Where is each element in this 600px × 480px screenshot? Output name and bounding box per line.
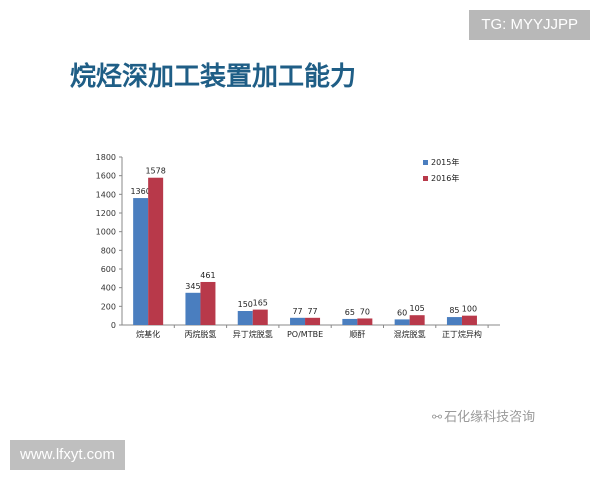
bar-2016 [148,177,164,325]
bar-value-label: 70 [360,307,370,316]
bar-value-label: 65 [345,308,355,317]
x-category-label: 丙烷脱氢 [184,329,216,339]
y-tick-label: 1200 [96,209,116,218]
bar-2016 [357,318,373,325]
bar-2015 [185,292,201,325]
bar-2015 [446,317,462,325]
bar-2015 [237,311,253,325]
legend-swatch [423,176,428,181]
wechat-icon: ⚯ [432,410,443,424]
legend-label: 2016年 [431,173,459,183]
bar-2015 [133,198,149,325]
x-category-label: PO/MTBE [287,330,323,339]
legend-label: 2015年 [431,157,459,167]
bar-value-label: 1578 [145,167,165,176]
bar-value-label: 77 [292,307,302,316]
bar-2015 [290,317,306,325]
bar-value-label: 150 [238,300,253,309]
tg-tag-badge: TG: MYYJJPP [469,10,590,40]
y-tick-label: 1600 [96,172,116,181]
bar-value-label: 165 [253,299,268,308]
bar-2016 [252,309,268,325]
legend-swatch [423,160,428,165]
bar-2015 [394,319,410,325]
bar-2015 [342,318,358,325]
x-category-label: 混烷脱氢 [394,329,426,339]
bar-value-label: 77 [307,307,317,316]
y-tick-label: 400 [101,284,116,293]
y-tick-label: 200 [101,302,116,311]
bar-value-label: 85 [449,306,459,315]
watermark: ⚯ 石化缘科技咨询 [432,406,535,425]
slide-title: 烷烃深加工装置加工能力 [70,62,357,92]
y-tick-label: 1400 [96,190,116,199]
bar-2016 [305,317,321,325]
bar-value-label: 105 [410,304,425,313]
watermark-text: 石化缘科技咨询 [444,410,536,425]
y-tick-label: 600 [101,265,116,274]
x-category-label: 顺酐 [349,330,365,339]
bar-value-label: 60 [397,308,407,317]
bar-2016 [461,315,477,325]
bar-2016 [409,315,425,325]
bar-value-label: 345 [185,282,200,291]
x-category-label: 正丁烷异构 [442,329,482,339]
y-tick-label: 800 [101,246,116,255]
x-category-label: 异丁烷脱氢 [233,329,273,339]
x-category-label: 烷基化 [136,329,160,339]
y-tick-label: 1800 [96,153,116,162]
bar-value-label: 461 [200,271,215,280]
bar-value-label: 1360 [130,187,150,196]
site-url-badge: www.lfxyt.com [10,440,126,470]
y-tick-label: 0 [111,321,116,330]
bar-value-label: 100 [462,305,477,314]
bar-2016 [200,281,216,325]
y-tick-label: 1000 [96,228,116,237]
